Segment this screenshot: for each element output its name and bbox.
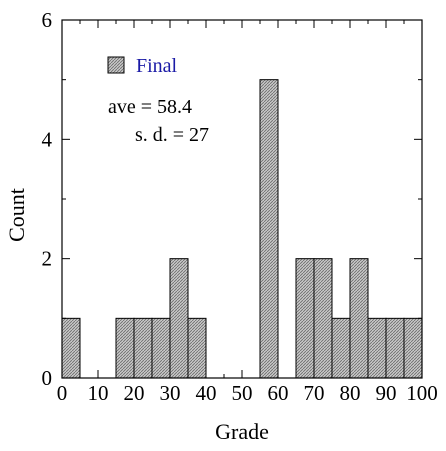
y-tick-label: 6 (42, 8, 53, 32)
histogram-bar (331, 317, 351, 379)
annotation-std-dev: s. d. = 27 (135, 124, 209, 146)
y-tick-label: 2 (42, 247, 53, 271)
y-tick-label: 4 (42, 127, 53, 151)
histogram-bar (187, 317, 207, 379)
histogram-bar (61, 317, 81, 379)
x-tick-label: 70 (304, 381, 325, 405)
x-tick-label: 100 (406, 381, 438, 405)
histogram-bar (403, 317, 423, 379)
histogram-bar (151, 317, 171, 379)
x-tick-label: 30 (160, 381, 181, 405)
x-tick-label: 20 (124, 381, 145, 405)
legend-label: Final (136, 55, 178, 77)
histogram-bar (313, 258, 333, 379)
legend: Final (107, 55, 178, 77)
legend-swatch (107, 56, 125, 74)
x-tick-label: 60 (268, 381, 289, 405)
x-tick-label: 40 (196, 381, 217, 405)
x-tick-label: 80 (340, 381, 361, 405)
y-axis-title: Count (4, 188, 29, 242)
histogram-bar (259, 79, 279, 379)
x-tick-label: 10 (88, 381, 109, 405)
x-tick-label: 50 (232, 381, 253, 405)
histogram-bar (169, 258, 189, 379)
x-tick-label: 0 (57, 381, 68, 405)
x-axis-title: Grade (215, 419, 269, 444)
histogram-bar (385, 317, 405, 379)
histogram-bar (349, 258, 369, 379)
histogram-bar (367, 317, 387, 379)
ticks-group (61, 19, 423, 379)
annotation-average: ave = 58.4 (108, 96, 192, 118)
tick-labels-group: 0 10 20 30 40 50 60 70 80 90 100 0 2 4 6 (42, 8, 438, 405)
y-tick-label: 0 (42, 366, 53, 390)
x-tick-label: 90 (376, 381, 397, 405)
histogram-bar (133, 317, 153, 379)
histogram-bar (295, 258, 315, 379)
histogram-bar (115, 317, 135, 379)
bars-group (61, 79, 423, 379)
